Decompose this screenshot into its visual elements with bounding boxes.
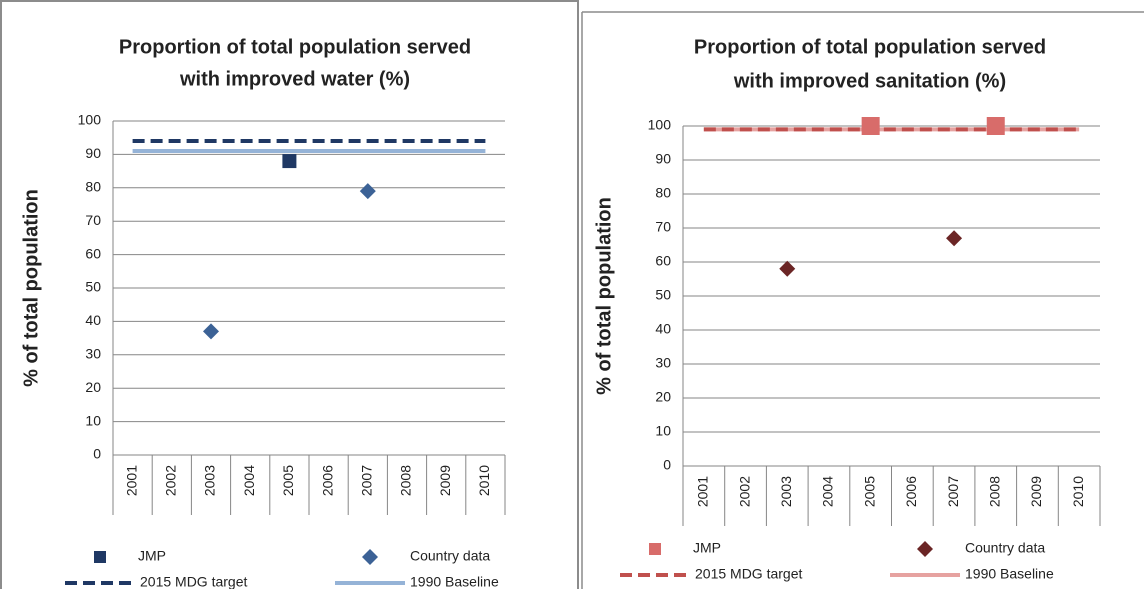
x-tick-label: 2007 — [945, 476, 961, 507]
x-tick-label: 2001 — [123, 465, 139, 496]
point — [779, 260, 796, 277]
chart-title: Proportion of total population served — [694, 36, 1046, 58]
chart-title: with improved water (%) — [179, 68, 410, 90]
y-tick-label: 30 — [85, 346, 101, 362]
point — [359, 183, 376, 200]
legend-label: 1990 Baseline — [410, 574, 499, 589]
point — [946, 230, 963, 247]
legend-label: JMP — [693, 540, 721, 556]
x-tick-label: 2006 — [903, 476, 919, 507]
y-tick-label: 60 — [85, 245, 101, 261]
y-tick-label: 40 — [85, 312, 101, 328]
x-tick-label: 2006 — [319, 465, 335, 496]
y-tick-label: 60 — [655, 253, 671, 269]
x-tick-label: 2005 — [280, 465, 296, 496]
x-tick-label: 2001 — [695, 476, 711, 507]
y-axis-label: % of total population — [20, 189, 42, 387]
y-tick-label: 40 — [655, 321, 671, 337]
y-tick-label: 80 — [655, 185, 671, 201]
point — [282, 154, 297, 169]
legend-label: 1990 Baseline — [965, 566, 1054, 582]
x-tick-label: 2003 — [202, 465, 218, 496]
chart-title: with improved sanitation (%) — [733, 70, 1006, 92]
y-tick-label: 0 — [93, 446, 101, 462]
y-tick-label: 100 — [78, 112, 102, 128]
point — [203, 323, 219, 340]
chart-title: Proportion of total population served — [119, 36, 471, 58]
y-tick-label: 50 — [85, 279, 101, 295]
legend-symbol — [649, 543, 661, 555]
y-tick-label: 70 — [85, 212, 101, 228]
y-axis-label: % of total population — [593, 197, 615, 395]
y-tick-label: 90 — [655, 151, 671, 167]
panel-border — [0, 0, 579, 589]
x-tick-label: 2002 — [736, 476, 752, 507]
y-tick-label: 30 — [655, 355, 671, 371]
y-tick-label: 0 — [663, 457, 671, 473]
y-tick-label: 70 — [655, 219, 671, 235]
y-tick-label: 80 — [85, 179, 101, 195]
legend-label: 2015 MDG target — [695, 566, 802, 582]
x-tick-label: 2010 — [1070, 476, 1086, 507]
x-tick-label: 2009 — [437, 465, 453, 496]
y-tick-label: 90 — [85, 145, 101, 161]
x-tick-label: 2003 — [778, 476, 794, 507]
x-tick-label: 2004 — [241, 465, 257, 496]
x-tick-label: 2007 — [359, 465, 375, 496]
y-tick-label: 10 — [655, 423, 671, 439]
x-tick-label: 2004 — [820, 476, 836, 507]
x-tick-label: 2008 — [398, 465, 414, 496]
y-tick-label: 10 — [85, 412, 101, 428]
x-tick-label: 2002 — [163, 465, 179, 496]
legend-symbol — [917, 541, 933, 557]
x-tick-label: 2005 — [861, 476, 877, 507]
legend-label: Country data — [410, 548, 490, 564]
legend-symbol — [94, 551, 106, 563]
x-tick-label: 2008 — [986, 476, 1002, 507]
y-tick-label: 100 — [648, 117, 672, 133]
x-tick-label: 2009 — [1028, 476, 1044, 507]
x-tick-label: 2010 — [476, 465, 492, 496]
legend-symbol — [362, 549, 378, 565]
point — [986, 117, 1005, 135]
y-tick-label: 50 — [655, 287, 671, 303]
y-tick-label: 20 — [655, 389, 671, 405]
legend-label: JMP — [138, 548, 166, 564]
legend-label: Country data — [965, 540, 1045, 556]
legend-label: 2015 MDG target — [140, 574, 247, 589]
point — [861, 117, 880, 135]
y-tick-label: 20 — [85, 379, 101, 395]
